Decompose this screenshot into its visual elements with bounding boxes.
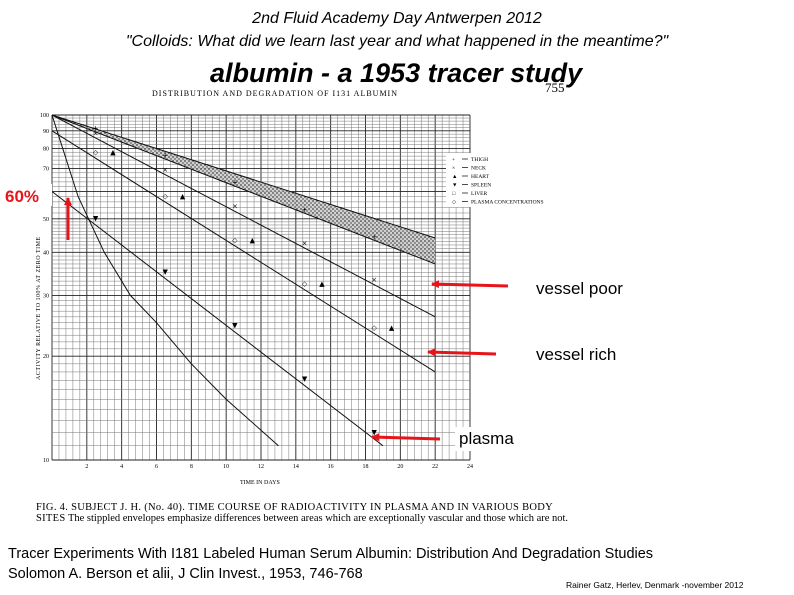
x-tick-label: 20	[397, 464, 403, 470]
data-point: ◇	[93, 149, 99, 157]
vessel-poor-label: vessel poor	[536, 279, 623, 298]
data-point: ×	[162, 166, 168, 174]
y-tick-labels: 102030405060708090100	[40, 113, 49, 464]
data-point: +	[162, 152, 168, 160]
data-point: ◇	[302, 280, 308, 288]
vessel-rich-label: vessel rich	[536, 345, 616, 364]
y-tick-label: 50	[43, 217, 49, 223]
data-point: ▼	[232, 321, 238, 329]
data-point: ◇	[372, 324, 378, 332]
plasma-arrow	[371, 433, 441, 442]
data-point: ▲	[389, 324, 395, 332]
data-point: ▼	[302, 375, 308, 383]
plasma-label-bg	[455, 427, 537, 451]
y-tick-label: 80	[43, 146, 49, 152]
data-point: ×	[93, 129, 99, 137]
vessel-rich-bg	[532, 343, 636, 365]
legend-symbol: ×	[452, 166, 455, 172]
footer-citation-line1: Tracer Experiments With I181 Labeled Hum…	[8, 546, 654, 562]
x-tick-label: 2	[85, 464, 88, 470]
data-point: +	[93, 125, 99, 133]
series-line-5	[51, 191, 384, 447]
percent-label-bg	[2, 184, 52, 206]
y-tick-label: 20	[43, 354, 49, 360]
series-line-2	[51, 114, 436, 265]
data-point: +	[232, 179, 238, 187]
data-point: ▼	[163, 268, 169, 276]
footer-citation-line2: Solomon A. Berson et alii, J Clin Invest…	[8, 566, 363, 582]
x-tick-label: 16	[328, 464, 334, 470]
series-line-6	[51, 114, 279, 447]
y-tick-label: 40	[43, 250, 49, 256]
legend: + THIGH × NECK ▲ HEART ▼ SPLEEN □ LIVER ◇ PLASMA CO…	[446, 153, 564, 207]
footer-credit: Rainer Gatz, Herlev, Denmark -november 2…	[566, 580, 744, 590]
x-tick-label: 14	[293, 464, 299, 470]
y-tick-label: 30	[43, 293, 49, 299]
legend-symbol: ◇	[452, 200, 457, 206]
series-line-1	[51, 114, 436, 239]
y-tick-label: 70	[43, 166, 49, 172]
y-tick-label: 100	[40, 113, 49, 119]
x-tick-label: 8	[190, 464, 193, 470]
legend-label: HEART	[471, 174, 490, 180]
data-point: ▲	[250, 236, 256, 244]
series-line-4	[51, 130, 436, 373]
plasma-label: plasma	[459, 429, 514, 448]
data-point: ×	[232, 203, 238, 211]
data-point: +	[371, 233, 377, 241]
slide-header-line1: 2nd Fluid Academy Day Antwerpen 2012	[252, 10, 542, 27]
legend-label: THIGH	[471, 157, 488, 163]
x-tick-label: 18	[363, 464, 369, 470]
legend-label: NECK	[471, 166, 486, 172]
legend-symbol: +	[452, 157, 455, 163]
vessel-poor-arrow	[431, 280, 509, 289]
slide-title: albumin - a 1953 tracer study	[210, 58, 583, 88]
scan-title: DISTRIBUTION AND DEGRADATION OF I131 ALB…	[152, 89, 398, 98]
plot-grid	[51, 114, 471, 461]
x-tick-label: 22	[432, 464, 438, 470]
x-tick-label: 4	[120, 464, 123, 470]
data-point: +	[302, 206, 308, 214]
scatter-points: +++++×××××▲▲▲▲▲▼▼▼▼▼◇◇◇◇◇	[93, 125, 395, 437]
data-point: ▲	[319, 280, 325, 288]
vessel-poor-bg	[532, 277, 644, 299]
data-point: ▲	[110, 149, 116, 157]
legend-symbol: □	[452, 191, 456, 197]
data-point: ▼	[93, 214, 99, 222]
data-point: ×	[371, 276, 377, 284]
data-point: ◇	[163, 193, 169, 201]
y-tick-label: 90	[43, 129, 49, 135]
y-axis-label: ACTIVITY RELATIVE TO 100% AT ZERO TIME	[36, 236, 42, 380]
legend-label: SPLEEN	[471, 183, 491, 189]
data-point: ◇	[232, 236, 238, 244]
legend-symbol: ▼	[452, 183, 457, 189]
x-axis-label: TIME IN DAYS	[240, 480, 280, 486]
series-line-3	[51, 114, 436, 318]
data-point: ▼	[372, 428, 378, 436]
legend-label: LIVER	[471, 191, 488, 197]
legend-box	[446, 153, 564, 207]
x-tick-labels: 2 4 6 8 10 12 14 16 18 20 22 24	[85, 464, 473, 470]
data-point: ×	[302, 239, 308, 247]
x-tick-label: 24	[467, 464, 473, 470]
figure-caption: FIG. 4. SUBJECT J. H. (No. 40). TIME COU…	[36, 502, 576, 524]
x-tick-label: 10	[223, 464, 229, 470]
figure-caption-text: The stippled envelopes emphasize differe…	[67, 513, 569, 524]
legend-label: PLASMA CONCENTRATIONS	[471, 200, 544, 206]
data-lines	[51, 114, 436, 447]
scan-page-number: 755	[545, 80, 565, 95]
figure-caption-lead: FIG. 4. SUBJECT J. H. (No. 40). TIME COU…	[36, 502, 553, 524]
legend-symbol: ▲	[452, 174, 457, 180]
y-tick-label: 10	[43, 458, 49, 464]
slide-header-line2: "Colloids: What did we learn last year a…	[125, 33, 669, 50]
percent-label: 60%	[5, 187, 39, 206]
x-tick-label: 12	[258, 464, 264, 470]
data-point: ▲	[180, 193, 186, 201]
x-tick-label: 6	[155, 464, 158, 470]
vessel-rich-arrow	[427, 348, 497, 357]
